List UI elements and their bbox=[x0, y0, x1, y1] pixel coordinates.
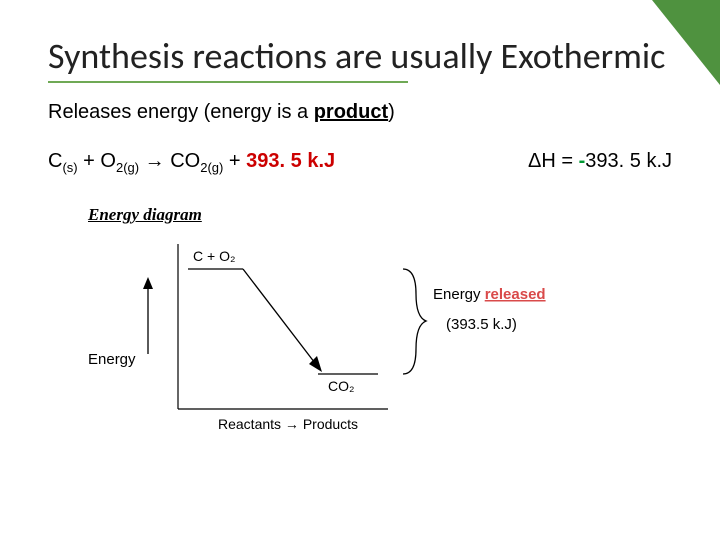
eq-plus1: + O bbox=[78, 150, 116, 172]
subtitle-bold: product bbox=[314, 101, 388, 123]
deltaH-val: 393. 5 k.J bbox=[585, 150, 672, 172]
corner-accent bbox=[652, 0, 720, 85]
deltaH-label: ΔH = bbox=[528, 150, 579, 172]
diagram-title: Energy diagram bbox=[88, 205, 672, 225]
equation-row: C(s) + O2(g) → CO2(g) + 393. 5 k.J ΔH = … bbox=[48, 150, 672, 175]
slide-title: Synthesis reactions are usually Exotherm… bbox=[48, 36, 672, 77]
energy-diagram-svg: Energy C + O₂ CO₂ Reactants → Products E… bbox=[88, 229, 548, 449]
eq-o2-sub: 2(g) bbox=[116, 160, 139, 175]
eq-co2-sub: 2(g) bbox=[200, 160, 223, 175]
energy-arrow-head bbox=[143, 277, 153, 289]
eq-arrow: → CO bbox=[139, 150, 200, 172]
y-axis-label: Energy bbox=[88, 351, 136, 368]
deltaH: ΔH = -393. 5 k.J bbox=[528, 150, 672, 173]
eq-c-sub: (s) bbox=[62, 160, 77, 175]
released-value: (393.5 k.J) bbox=[446, 316, 517, 333]
title-underline bbox=[48, 81, 408, 83]
energy-diagram: Energy diagram Energy C + O₂ CO₂ Reactan… bbox=[88, 205, 672, 449]
subtitle-pre: Releases energy (energy is a bbox=[48, 101, 314, 123]
subtitle-post: ) bbox=[388, 101, 395, 123]
x-axis-label: Reactants → Products bbox=[218, 416, 358, 432]
released-pre: Energy bbox=[433, 286, 485, 303]
products-label: CO₂ bbox=[328, 378, 354, 394]
eq-plus-e: + bbox=[223, 150, 246, 172]
eq-c: C bbox=[48, 150, 62, 172]
eq-energy: 393. 5 k.J bbox=[246, 150, 335, 172]
slide-content: Synthesis reactions are usually Exotherm… bbox=[0, 0, 720, 469]
energy-released-label: Energy released bbox=[433, 286, 546, 303]
released-word: released bbox=[485, 286, 546, 303]
curly-brace bbox=[403, 269, 426, 374]
equation-left: C(s) + O2(g) → CO2(g) + 393. 5 k.J bbox=[48, 150, 335, 175]
transition-arrow-line bbox=[243, 269, 318, 367]
reactants-label: C + O₂ bbox=[193, 248, 235, 264]
subtitle: Releases energy (energy is a product) bbox=[48, 101, 672, 124]
